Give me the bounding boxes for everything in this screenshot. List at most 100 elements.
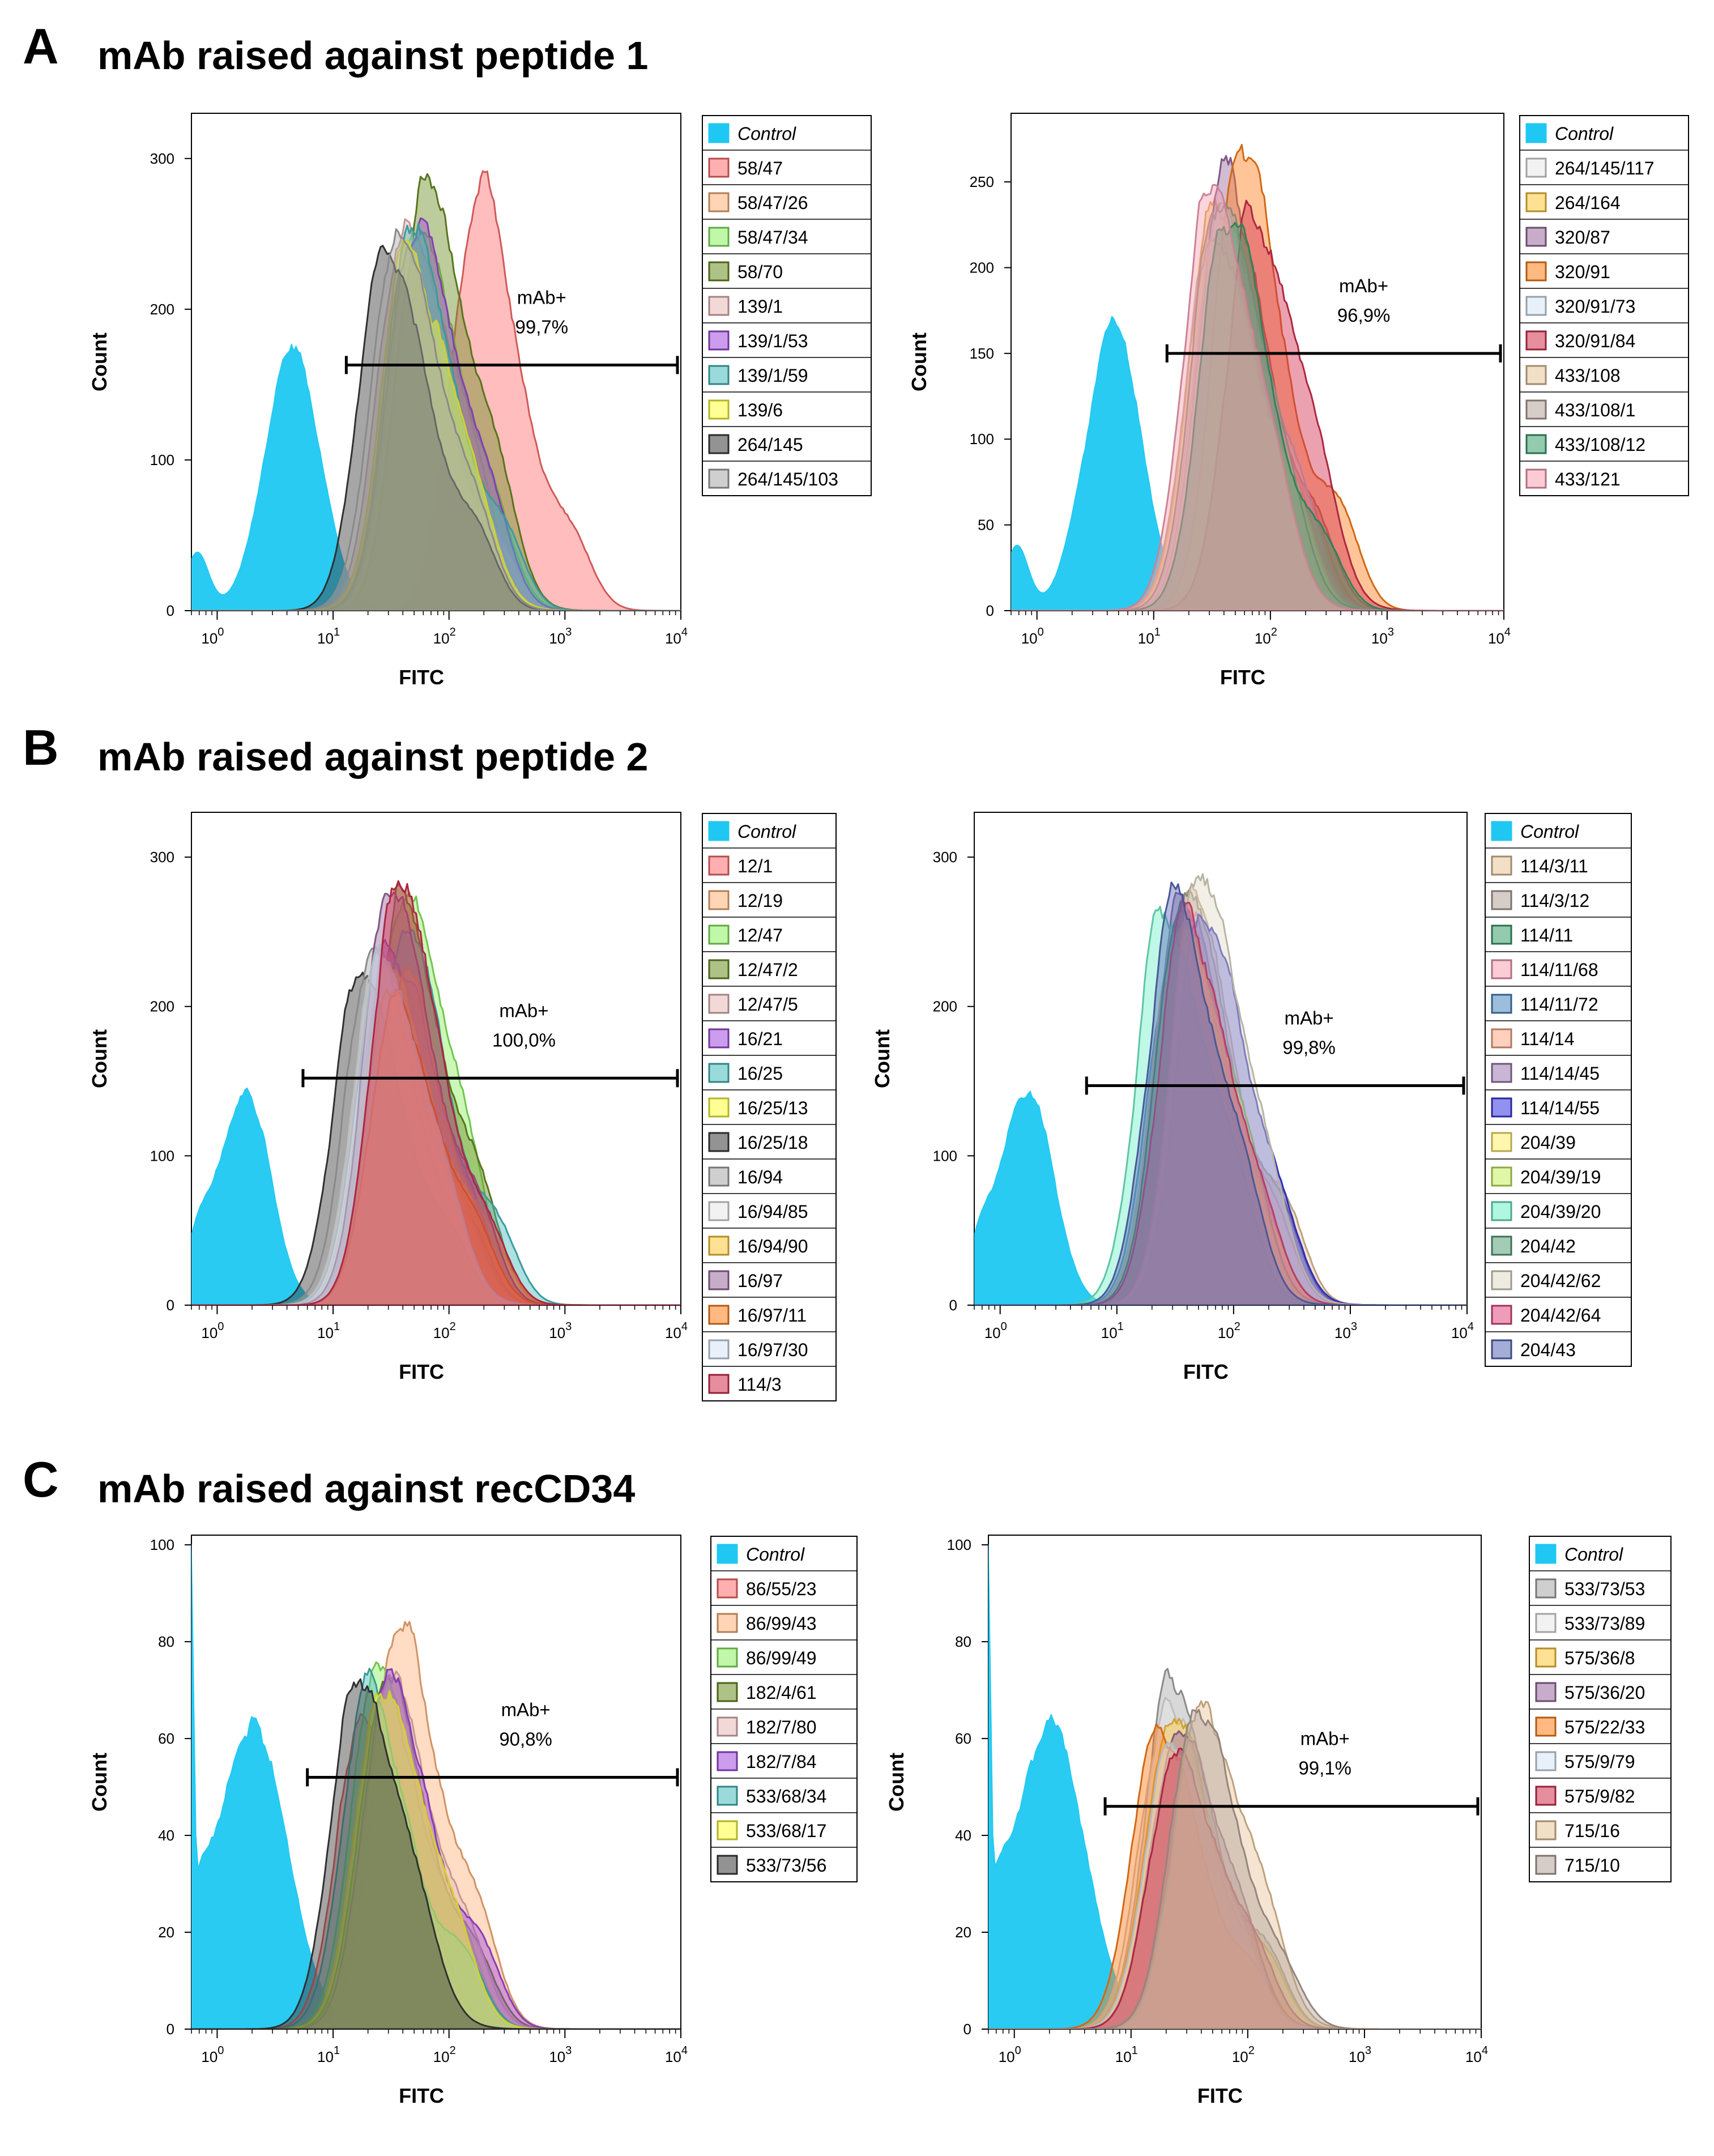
section-b-title: mAb raised against peptide 2 (97, 735, 648, 779)
histogram-b2-204-39 (974, 924, 1467, 1305)
x-axis-title-c2: FITC (1197, 2084, 1243, 2107)
x-tick-base-b2-4: 10 (1451, 1324, 1468, 1341)
legend-swatch-c1-4 (717, 1682, 738, 1702)
legend-swatch-a2-3 (1525, 227, 1547, 247)
legend-label-a2-1: 264/145/117 (1555, 158, 1655, 178)
y-tick-label-a1-3: 300 (150, 150, 174, 167)
legend-swatch-a2-2 (1525, 192, 1547, 212)
legend-swatch-b1-10 (708, 1166, 730, 1187)
x-tick-label-c1-2: 102 (433, 2044, 456, 2065)
legend-swatch-c2-9 (1535, 1855, 1557, 1875)
legend-swatch-b1-15 (708, 1339, 730, 1360)
legend-box-a1 (702, 115, 872, 496)
x-tick-label-b1-0: 100 (201, 1320, 224, 1341)
x-tick-exp-a1-1: 1 (334, 626, 340, 638)
legend-swatch-a2-4 (1525, 261, 1547, 282)
x-tick-label-b2-4: 104 (1451, 1320, 1474, 1341)
legend-swatch-b2-10 (1491, 1166, 1512, 1187)
legend-swatch-b2-14 (1491, 1305, 1512, 1325)
gate-c2: mAb+ 99,1% (1103, 1728, 1480, 1816)
gate-percent-c1: 90,8% (499, 1728, 552, 1749)
legend-label-c2-1: 533/73/53 (1564, 1579, 1645, 1599)
legend-label-a1-0: Control (737, 123, 796, 144)
legend-swatch-c2-2 (1535, 1613, 1557, 1633)
legend-c2: Control 533/73/53 533/73/89 575/36/8 575/36/… (1529, 1536, 1672, 1882)
x-tick-exp-b2-3: 3 (1351, 1320, 1357, 1333)
legend-swatch-c1-2 (717, 1613, 738, 1633)
x-tick-base-b2-0: 10 (984, 1324, 1001, 1341)
x-tick-base-c1-0: 10 (201, 2048, 218, 2065)
legend-label-b1-11: 16/94/85 (737, 1201, 808, 1222)
x-tick-exp-a2-3: 3 (1388, 626, 1394, 638)
legend-b2: Control 114/3/11 114/3/12 114/11 114/11/68 11… (1485, 813, 1632, 1367)
legend-label-b1-0: Control (737, 821, 796, 842)
legend-swatch-a1-0 (708, 123, 730, 143)
gate-a2: mAb+ 96,9% (1165, 275, 1502, 363)
section-a-letter: A (23, 18, 59, 74)
legend-swatch-a1-5 (708, 296, 730, 316)
legend-label-b2-12: 204/42 (1520, 1236, 1576, 1256)
x-tick-label-c2-3: 103 (1349, 2044, 1371, 2065)
x-tick-exp-b1-3: 3 (565, 1320, 572, 1333)
legend-label-b1-8: 16/25/13 (737, 1098, 808, 1118)
legend-label-b1-16: 114/3 (737, 1374, 782, 1395)
x-tick-exp-b2-2: 2 (1234, 1320, 1240, 1333)
legend-swatch-b2-11 (1491, 1201, 1512, 1221)
x-tick-exp-c1-4: 4 (681, 2044, 688, 2057)
y-tick-label-c2-0: 0 (963, 2021, 971, 2038)
x-tick-base-b1-2: 10 (433, 1324, 450, 1341)
x-tick-label-c1-3: 103 (549, 2044, 572, 2065)
legend-swatch-c1-9 (717, 1855, 738, 1875)
legend-label-a1-7: 139/1/59 (737, 365, 808, 386)
x-tick-exp-b1-0: 0 (218, 1320, 224, 1333)
legend-swatch-b2-6 (1491, 1028, 1512, 1049)
histogram-c1-533-73-56 (191, 1678, 681, 2029)
histogram-a2-433-108 (1011, 237, 1504, 611)
histogram-b2-114-14 (974, 929, 1467, 1305)
legend-swatch-b2-1 (1491, 855, 1512, 876)
y-tick-label-c1-3: 60 (158, 1730, 174, 1747)
histogram-b1-16-97-11 (191, 988, 681, 1305)
legend-label-c1-9: 533/73/56 (746, 1855, 826, 1876)
x-tick-label-c2-0: 100 (999, 2044, 1021, 2065)
x-tick-label-b2-2: 102 (1218, 1320, 1240, 1341)
histogram-layer-b2 (974, 873, 1467, 1305)
x-axis-title-c1: FITC (399, 2084, 444, 2107)
legend-label-c1-4: 182/4/61 (746, 1682, 817, 1703)
legend-swatch-a2-1 (1525, 157, 1547, 178)
legend-swatch-c2-0 (1535, 1544, 1557, 1564)
legend-swatch-c2-4 (1535, 1682, 1557, 1702)
histogram-b1-12-47-2 (191, 883, 681, 1305)
legend-label-b2-3: 114/11 (1520, 925, 1573, 945)
legend-label-a2-5: 320/91/73 (1555, 296, 1635, 317)
legend-label-a1-5: 139/1 (737, 296, 783, 317)
legend-swatch-b2-5 (1491, 994, 1512, 1014)
x-axis-title-b1: FITC (399, 1360, 444, 1383)
x-tick-exp-c2-0: 0 (1015, 2044, 1021, 2057)
histogram-a2-433-108-1 (1011, 203, 1504, 611)
x-tick-exp-c1-2: 2 (450, 2044, 456, 2057)
histogram-a2-320-87 (1011, 155, 1504, 611)
gate-percent-a1: 99,7% (515, 316, 569, 337)
legend-label-a2-7: 433/108 (1555, 365, 1621, 386)
x-tick-label-b1-3: 103 (549, 1320, 572, 1341)
legend-label-b1-4: 12/47/2 (737, 960, 798, 980)
legend-swatch-b2-7 (1491, 1063, 1512, 1083)
histogram-b1-12-19 (191, 962, 681, 1305)
histogram-a1-264-145 (191, 245, 681, 611)
legend-a1: Control 58/47 58/47/26 58/47/34 58/70 139/1 13… (702, 115, 872, 496)
y-tick-label-c2-3: 60 (955, 1730, 971, 1747)
x-tick-base-a1-4: 10 (665, 630, 681, 647)
y-tick-label-b1-0: 0 (167, 1297, 174, 1314)
legend-swatch-c2-8 (1535, 1820, 1557, 1840)
x-tick-exp-a1-4: 4 (681, 626, 688, 638)
y-tick-label-a1-2: 200 (150, 301, 174, 318)
x-tick-base-c2-3: 10 (1349, 2048, 1365, 2065)
histogram-b2-control (974, 1090, 1467, 1305)
histogram-c2-715-16 (988, 1700, 1481, 2029)
